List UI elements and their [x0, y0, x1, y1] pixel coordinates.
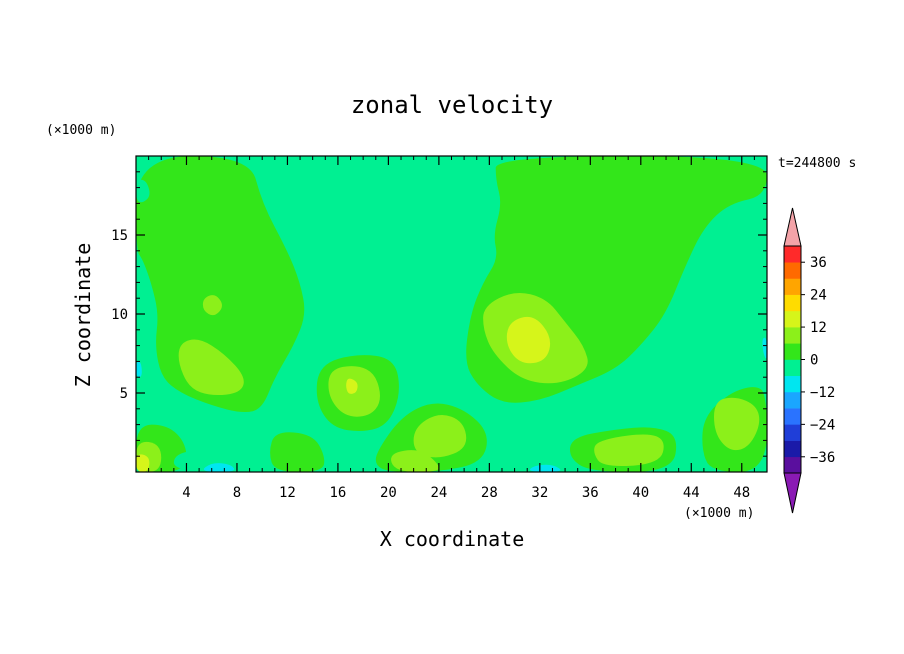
contour-region-27	[136, 179, 150, 203]
colorbar-band	[784, 278, 801, 295]
colorbar-band	[784, 408, 801, 425]
colorbar-band	[784, 424, 801, 441]
contour-region-31	[762, 337, 767, 359]
colorbar-tick-label: −36	[810, 450, 835, 466]
contour-regions	[136, 156, 767, 472]
colorbar-band	[784, 327, 801, 344]
colorbar-tick-label: −24	[810, 417, 835, 433]
y-tick-label: 5	[120, 386, 128, 402]
contour-region-20	[405, 263, 463, 348]
x-tick-label: 24	[430, 485, 447, 501]
contour-region-12	[391, 450, 439, 472]
y-tick-label: 10	[111, 307, 128, 323]
colorbar-band	[784, 456, 801, 474]
contour-region-26	[680, 454, 708, 472]
contour-region-29	[136, 361, 142, 378]
x-tick-label: 8	[233, 485, 241, 501]
colorbar-band	[784, 343, 801, 360]
y-tick-label: 15	[111, 228, 128, 244]
contour-region-15	[594, 434, 664, 466]
y-axis: 5 10 15	[111, 171, 767, 457]
x-tick-label: 16	[329, 485, 346, 501]
colorbar-tick-label: 0	[810, 353, 818, 369]
colorbar: −36 −24 −12 0 12 24 36	[783, 207, 835, 514]
colorbar-tick-label: 12	[810, 320, 827, 336]
colorbar-band	[784, 440, 801, 458]
colorbar-band	[784, 310, 801, 328]
colorbar-band	[784, 375, 801, 393]
contour-region-19	[136, 454, 150, 472]
colorbar-band	[784, 246, 801, 263]
contour-region-18	[346, 378, 358, 394]
colorbar-tick-label: −12	[810, 385, 835, 401]
contour-region-25	[513, 456, 578, 472]
contour-region-23	[611, 398, 675, 424]
x-unit-label: (×1000 m)	[684, 506, 754, 521]
x-tick-label: 12	[279, 485, 296, 501]
time-label: t=244800 s	[778, 156, 856, 171]
plot-area	[135, 155, 768, 473]
colorbar-tick-label: 36	[810, 255, 827, 271]
colorbar-band	[784, 262, 801, 279]
x-tick-label: 44	[683, 485, 700, 501]
x-tick-label: 48	[733, 485, 750, 501]
chart-title: zonal velocity	[351, 91, 553, 119]
colorbar-band	[784, 391, 801, 409]
contour-region-14	[714, 397, 760, 451]
contour-region-22	[752, 321, 767, 372]
colorbar-band	[784, 294, 801, 312]
x-tick-label: 28	[481, 485, 498, 501]
x-tick-label: 20	[380, 485, 397, 501]
contour-region-0	[136, 156, 305, 413]
x-tick-label: 32	[531, 485, 548, 501]
y-axis-label: Z coordinate	[71, 243, 95, 388]
x-axis: 4 8 12 16 20 24 28 32 36 40 44 48	[148, 156, 755, 501]
y-unit-label: (×1000 m)	[46, 123, 116, 138]
colorbar-band	[784, 359, 801, 377]
x-tick-label: 4	[182, 485, 190, 501]
colorbar-tick-label: 24	[810, 288, 827, 304]
contour-region-17	[506, 316, 551, 364]
x-tick-label: 40	[632, 485, 649, 501]
contour-region-11	[413, 414, 467, 458]
colorbar-under-triangle	[783, 472, 802, 514]
contour-region-9	[202, 295, 222, 316]
contour-region-24	[173, 449, 263, 472]
contour-region-4	[270, 432, 325, 472]
colorbar-over-triangle	[783, 207, 802, 247]
x-axis-label: X coordinate	[380, 527, 525, 551]
contour-region-8	[178, 339, 244, 396]
x-tick-label: 36	[582, 485, 599, 501]
